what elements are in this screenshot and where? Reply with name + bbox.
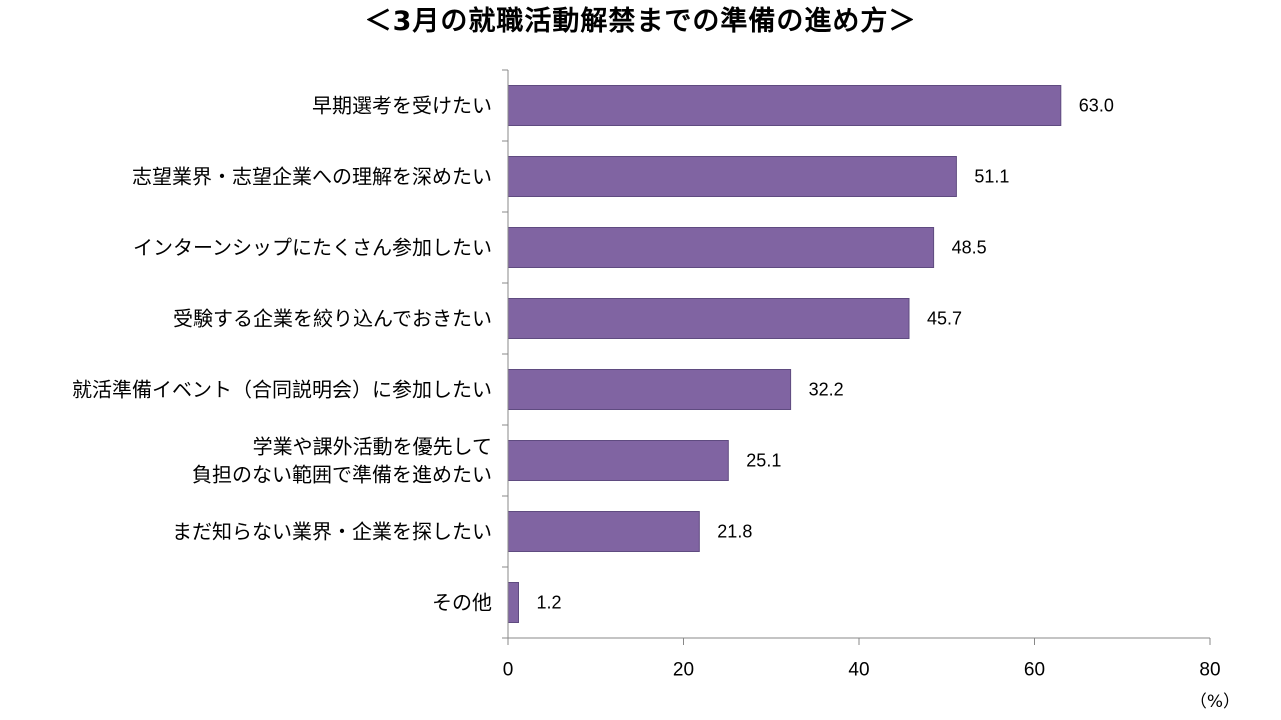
x-unit-label: （%）: [1190, 692, 1240, 712]
category-label-line: 志望業界・志望企業への理解を深めたい: [132, 165, 492, 189]
bar: [507, 227, 935, 268]
category-label-line: 受験する企業を絞り込んでおきたい: [173, 307, 492, 331]
bar: [507, 85, 1062, 126]
value-label: 45.7: [927, 309, 962, 329]
category-label: 就活準備イベント（合同説明会）に参加したい: [72, 378, 492, 402]
x-tick-label: 20: [673, 660, 694, 681]
x-tick-label: 0: [503, 660, 514, 681]
x-tick-label: 80: [1199, 660, 1220, 681]
category-label-line: 負担のない範囲で準備を進めたい: [192, 463, 492, 487]
bar: [507, 440, 729, 481]
x-tick-label: 40: [848, 660, 869, 681]
category-label: 学業や課外活動を優先して負担のない範囲で準備を進めたい: [192, 435, 492, 487]
category-label: 受験する企業を絞り込んでおきたい: [173, 307, 492, 331]
category-label: その他: [432, 591, 492, 615]
chart-title: ＜3月の就職活動解禁までの準備の進め方＞: [364, 6, 917, 37]
category-label-line: インターンシップにたくさん参加したい: [133, 236, 492, 260]
bar: [507, 298, 910, 339]
value-label: 63.0: [1079, 96, 1114, 116]
bar: [507, 156, 957, 197]
category-label-line: まだ知らない業界・企業を探したい: [172, 520, 492, 544]
category-label-line: 学業や課外活動を優先して: [253, 435, 492, 459]
category-label-line: 就活準備イベント（合同説明会）に参加したい: [72, 378, 492, 402]
x-tick-label: 60: [1024, 660, 1045, 681]
value-label: 48.5: [952, 238, 987, 258]
value-label: 1.2: [537, 593, 562, 613]
value-label: 32.2: [809, 380, 844, 400]
category-label-line: その他: [432, 591, 492, 615]
category-label: 志望業界・志望企業への理解を深めたい: [132, 165, 492, 189]
category-label-line: 早期選考を受けたい: [312, 94, 492, 118]
category-label: インターンシップにたくさん参加したい: [133, 236, 492, 260]
bar: [507, 369, 792, 410]
category-label: まだ知らない業界・企業を探したい: [172, 520, 492, 544]
value-label: 51.1: [974, 167, 1009, 187]
category-label: 早期選考を受けたい: [312, 94, 492, 118]
bar: [507, 582, 519, 623]
bar: [507, 511, 700, 552]
value-label: 21.8: [717, 522, 752, 542]
value-label: 25.1: [746, 451, 781, 471]
